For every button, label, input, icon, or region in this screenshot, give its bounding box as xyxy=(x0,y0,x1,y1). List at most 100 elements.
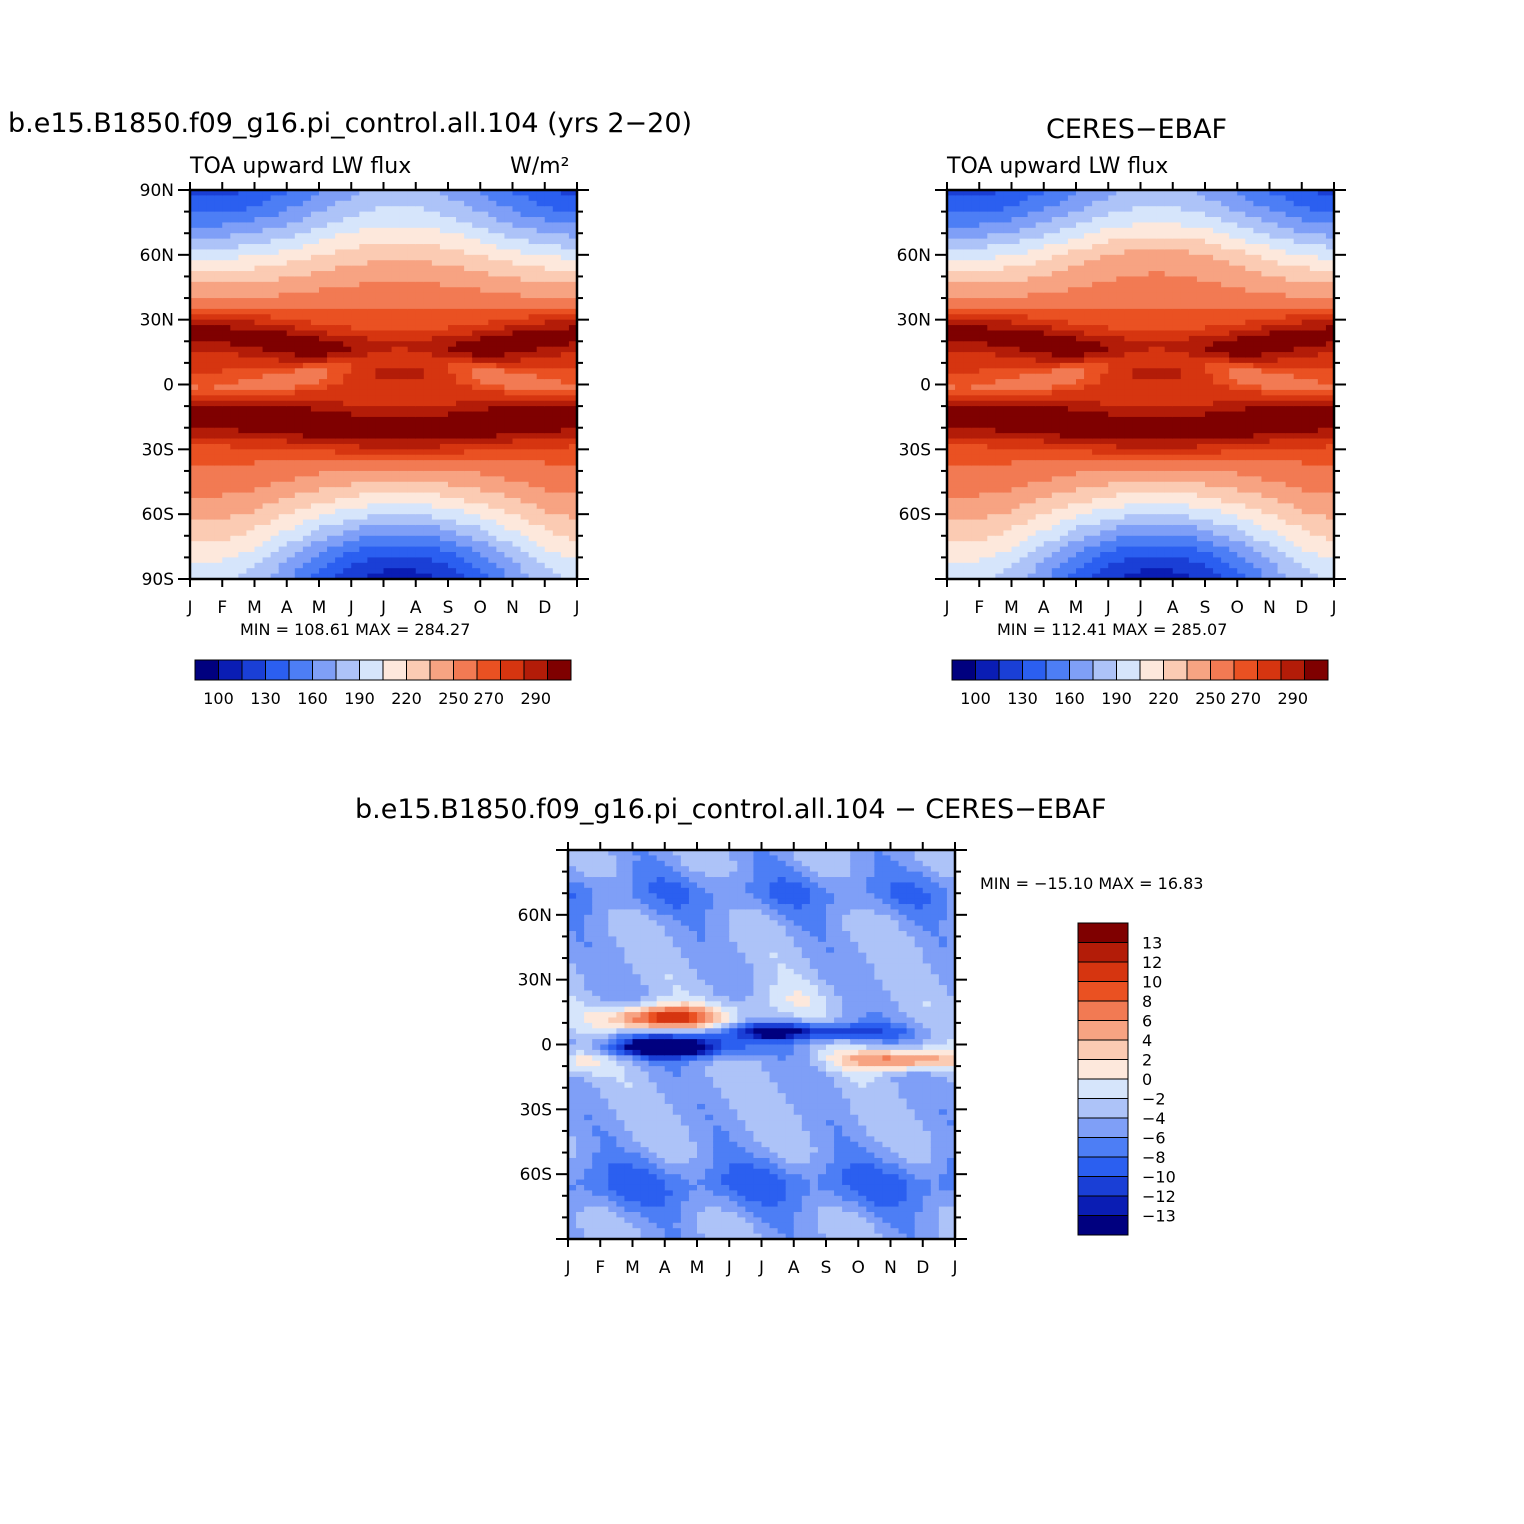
panel1-cell xyxy=(496,368,506,375)
panel2-cell xyxy=(955,406,964,413)
panel1-cell xyxy=(480,211,489,218)
panel2-cell xyxy=(1027,514,1037,521)
panel1-cell xyxy=(480,341,489,348)
panel1-cell xyxy=(431,460,441,467)
panel1-cell xyxy=(367,476,377,483)
panel1-cell xyxy=(480,308,489,315)
panel1-cell xyxy=(383,384,393,391)
panel1-cell xyxy=(222,222,231,229)
panel1-cell xyxy=(367,314,377,321)
panel2-cell xyxy=(1100,276,1109,283)
panel1-cell xyxy=(448,271,457,278)
panel2-cell xyxy=(947,481,956,488)
panel1-cell xyxy=(254,260,264,267)
panel1-cell xyxy=(528,411,538,418)
panel1-cell xyxy=(327,497,336,504)
panel1-cell xyxy=(214,281,223,288)
panel1-cell xyxy=(222,373,231,380)
panel2-cell xyxy=(1011,535,1021,542)
panel2-cell xyxy=(1059,443,1069,450)
panel1-cell xyxy=(262,470,272,477)
panel1-cell xyxy=(391,546,401,553)
panel1-cell xyxy=(415,546,425,553)
panel1-cell xyxy=(520,217,530,224)
panel1-cell xyxy=(439,325,449,332)
panel1-cell xyxy=(367,254,377,261)
panel2-cell xyxy=(1092,292,1101,299)
panel1-cell xyxy=(560,454,570,461)
panel2-cell xyxy=(1003,514,1013,521)
panel2-cell xyxy=(1019,524,1029,531)
panel1-cell xyxy=(198,530,207,537)
panel1-cell xyxy=(190,422,199,429)
panel1-cell xyxy=(270,573,280,580)
panel1-cell xyxy=(439,206,449,213)
panel1-cell xyxy=(270,416,280,423)
panel1-cell xyxy=(504,503,514,510)
panel1-cell xyxy=(399,449,409,456)
panel1-cell xyxy=(327,427,336,434)
panel1-cell xyxy=(270,433,280,440)
panel1-cell xyxy=(472,287,481,294)
panel1-cell xyxy=(448,227,457,234)
panel2-cell xyxy=(971,303,980,310)
panel1-cell xyxy=(496,227,506,234)
panel2-cell xyxy=(1092,519,1101,526)
panel1-cell xyxy=(262,389,272,396)
panel2-cell xyxy=(1059,373,1069,380)
panel1-cell xyxy=(214,211,223,218)
panel1-cell xyxy=(294,541,304,548)
panel1-cell xyxy=(319,384,328,391)
panel2-cell xyxy=(1027,325,1037,332)
panel2-cell xyxy=(987,503,996,510)
panel1-cell xyxy=(391,195,401,202)
panel1-cell xyxy=(327,389,336,396)
panel1-cell xyxy=(439,508,449,515)
panel1-colorbar-swatch xyxy=(476,659,501,681)
panel2-cell xyxy=(963,287,972,294)
panel1-cell xyxy=(375,244,385,251)
panel1-cell xyxy=(423,281,433,288)
panel1-cell xyxy=(262,573,272,580)
panel1-cell xyxy=(464,314,473,321)
panel2-cell xyxy=(995,330,1005,337)
panel1-cell xyxy=(230,298,239,305)
panel2-cell xyxy=(995,400,1005,407)
panel2-cell xyxy=(1076,551,1085,558)
panel1-cell xyxy=(302,465,312,472)
panel2-cell xyxy=(987,541,996,548)
panel1-cell xyxy=(391,308,401,315)
panel1-cell xyxy=(456,465,465,472)
panel2-cell xyxy=(995,395,1005,402)
panel2-cell xyxy=(1100,314,1109,321)
panel2-cell xyxy=(1003,508,1013,515)
panel1-cell xyxy=(456,287,465,294)
panel1-cell xyxy=(359,244,368,251)
panel2-cell xyxy=(979,238,988,245)
panel2-cell xyxy=(1067,487,1077,494)
panel2-cell xyxy=(1100,400,1109,407)
panel2-cell xyxy=(1092,535,1101,542)
panel1-cell xyxy=(359,568,368,575)
panel1-cell xyxy=(254,298,264,305)
panel1-cell xyxy=(198,330,207,337)
panel1-cell xyxy=(270,249,280,256)
panel1-cell xyxy=(214,562,223,569)
panel2-cell xyxy=(1011,530,1021,537)
panel1-cell xyxy=(439,260,449,267)
panel1-cell xyxy=(278,443,288,450)
panel2-cell xyxy=(1067,206,1077,213)
panel1-cell xyxy=(222,368,231,375)
panel1-cell xyxy=(214,492,223,499)
panel2-cell xyxy=(947,541,956,548)
panel1-cell xyxy=(431,422,441,429)
panel1-cell xyxy=(351,341,360,348)
panel1-cell xyxy=(367,265,377,272)
panel1-cell xyxy=(488,373,497,380)
panel1-cell xyxy=(383,265,393,272)
panel1-cell xyxy=(456,319,465,326)
panel1-cell xyxy=(351,292,360,299)
panel1-cell xyxy=(464,519,473,526)
panel1-cell xyxy=(254,406,264,413)
panel1-cell xyxy=(399,427,409,434)
